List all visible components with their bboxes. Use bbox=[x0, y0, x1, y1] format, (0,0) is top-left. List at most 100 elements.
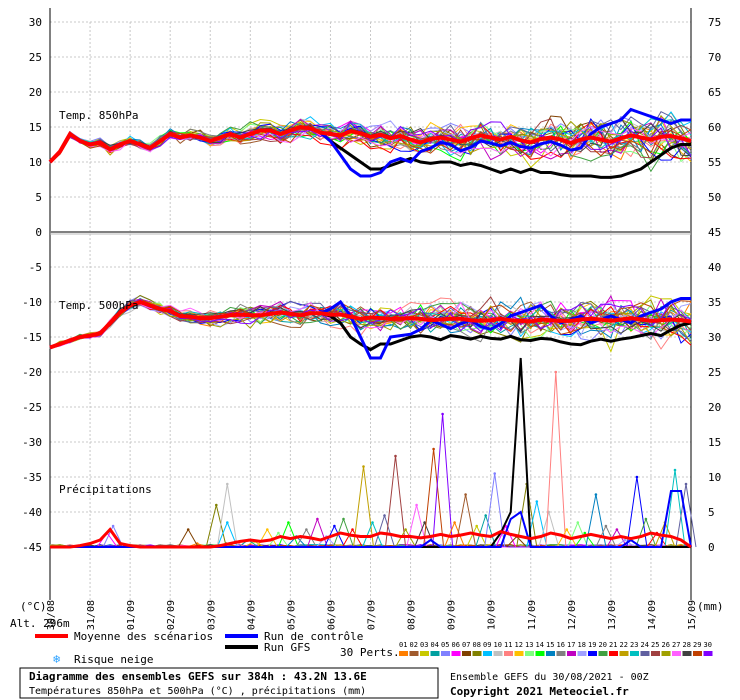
x-date-label: 30/08 bbox=[46, 600, 57, 630]
main-lines bbox=[48, 107, 692, 549]
y-left-tick-label: 30 bbox=[29, 16, 42, 29]
pert-id-label: 06 bbox=[452, 641, 460, 649]
pert-id-label: 18 bbox=[578, 641, 586, 649]
y-left-tick-label: 25 bbox=[29, 51, 42, 64]
pert-legend: 01 02 03 04 05 06 07 08 09 10 11 12 13 14 15 16 17 18 19 20… bbox=[399, 641, 713, 656]
precip-mean-line bbox=[50, 527, 692, 549]
pert-id-label: 14 bbox=[536, 641, 544, 649]
precip-spike-point bbox=[441, 412, 444, 416]
t500-panel-label: Temp. 500hPa bbox=[59, 299, 138, 312]
y-left-tick-label: 5 bbox=[35, 191, 42, 204]
x-date-label: 05/09 bbox=[286, 600, 297, 630]
pert-swatch bbox=[546, 651, 555, 656]
pert-id-label: 20 bbox=[599, 641, 607, 649]
precip-spike-point bbox=[684, 482, 688, 486]
pert-swatch bbox=[430, 651, 440, 656]
pert-swatch bbox=[441, 651, 450, 656]
pert-id-label: 01 bbox=[399, 641, 407, 649]
pert-id-label: 16 bbox=[557, 641, 565, 649]
pert-id-label: 13 bbox=[525, 641, 533, 649]
y-right-tick-label: 45 bbox=[708, 226, 721, 239]
pert-swatch bbox=[703, 651, 713, 656]
axis-ticks: 302520151050-5-10-15-20-25-30-35-40-4575… bbox=[22, 16, 721, 630]
y-left-tick-label: -25 bbox=[22, 401, 42, 414]
perts-label: 30 Perts. bbox=[340, 646, 400, 659]
pert-swatch bbox=[462, 651, 471, 656]
precip-spike-point bbox=[371, 521, 374, 524]
pert-id-label: 30 bbox=[704, 641, 712, 649]
precip-spike-point bbox=[362, 465, 365, 468]
y-right-tick-label: 35 bbox=[708, 296, 721, 309]
precip-spike-point bbox=[305, 528, 308, 531]
precip-spike-point bbox=[394, 454, 397, 458]
pert-swatch bbox=[556, 651, 566, 656]
precip-spike-point bbox=[493, 472, 497, 475]
pert-swatch bbox=[535, 651, 545, 656]
y-left-tick-label: 10 bbox=[29, 156, 42, 169]
legend-control-label: Run de contrôle bbox=[264, 630, 363, 643]
x-date-label: 08/09 bbox=[407, 600, 418, 630]
precip-spike-point bbox=[333, 524, 336, 528]
pert-swatch bbox=[493, 651, 503, 656]
legend: Moyenne des scénarios Run de contrôle Ru… bbox=[35, 630, 713, 666]
pert-id-label: 27 bbox=[672, 641, 680, 649]
y-left-tick-label: 15 bbox=[29, 121, 42, 134]
pert-id-label: 15 bbox=[546, 641, 554, 649]
pert-swatch bbox=[483, 651, 492, 656]
snowflake-icon: ❄ bbox=[53, 652, 60, 666]
precip-spike-point bbox=[415, 503, 418, 507]
altitude-label: Alt. 296m bbox=[10, 617, 70, 630]
precip-spike-point bbox=[635, 475, 639, 479]
pert-t500-line-18 bbox=[49, 301, 692, 348]
pert-id-label: 11 bbox=[504, 641, 512, 649]
chart-title: Diagramme des ensembles GEFS sur 384h : … bbox=[29, 670, 367, 683]
x-date-label: 12/09 bbox=[567, 600, 578, 630]
precip-spike-point bbox=[535, 500, 539, 503]
x-date-label: 31/08 bbox=[86, 600, 97, 630]
y-right-tick-label: 50 bbox=[708, 191, 721, 204]
precip-spike-point bbox=[226, 482, 229, 486]
precip-spike-point bbox=[277, 531, 280, 535]
right-unit-label: (mm) bbox=[697, 600, 724, 613]
pert-id-label: 29 bbox=[693, 641, 701, 649]
x-date-label: 15/09 bbox=[687, 600, 698, 630]
pert-swatch bbox=[588, 651, 597, 656]
precip-spike-point bbox=[565, 528, 569, 531]
precip-spike-point bbox=[215, 503, 218, 507]
pert-swatch bbox=[693, 651, 702, 656]
run-info: Ensemble GEFS du 30/08/2021 - 00Z bbox=[450, 672, 649, 683]
pert-swatch bbox=[682, 651, 692, 656]
x-date-label: 09/09 bbox=[447, 600, 458, 630]
pert-id-label: 23 bbox=[630, 641, 638, 649]
pert-swatch bbox=[420, 651, 429, 656]
chart-subtitle: Températures 850hPa et 500hPa (°C) , pré… bbox=[29, 685, 366, 697]
x-date-label: 03/09 bbox=[206, 600, 217, 630]
precip-spike-point bbox=[576, 521, 580, 524]
precip-spike-point bbox=[432, 447, 435, 451]
x-date-label: 10/09 bbox=[487, 600, 498, 630]
x-date-label: 04/09 bbox=[246, 600, 257, 630]
pert-swatch bbox=[609, 651, 618, 656]
pert-id-label: 07 bbox=[462, 641, 470, 649]
pert-id-label: 21 bbox=[609, 641, 617, 649]
y-right-tick-label: 40 bbox=[708, 261, 721, 274]
precip-spike-point bbox=[342, 517, 345, 521]
precip-spike-point bbox=[673, 468, 677, 472]
x-date-label: 13/09 bbox=[607, 600, 618, 630]
x-date-label: 11/09 bbox=[527, 600, 538, 630]
t500-mean-line bbox=[49, 299, 692, 350]
precip-spike-point bbox=[404, 528, 407, 531]
pert-swatch bbox=[409, 651, 419, 656]
precip-spike-point bbox=[594, 493, 598, 496]
y-right-tick-label: 70 bbox=[708, 51, 721, 64]
pert-swatch bbox=[640, 651, 650, 656]
pert-swatch bbox=[651, 651, 660, 656]
y-right-tick-label: 25 bbox=[708, 366, 721, 379]
y-right-tick-label: 55 bbox=[708, 156, 721, 169]
pert-id-label: 26 bbox=[662, 641, 670, 649]
y-right-tick-label: 10 bbox=[708, 471, 721, 484]
pert-swatch bbox=[661, 651, 671, 656]
pert-swatch bbox=[514, 651, 524, 656]
precip-spike-point bbox=[583, 531, 587, 535]
